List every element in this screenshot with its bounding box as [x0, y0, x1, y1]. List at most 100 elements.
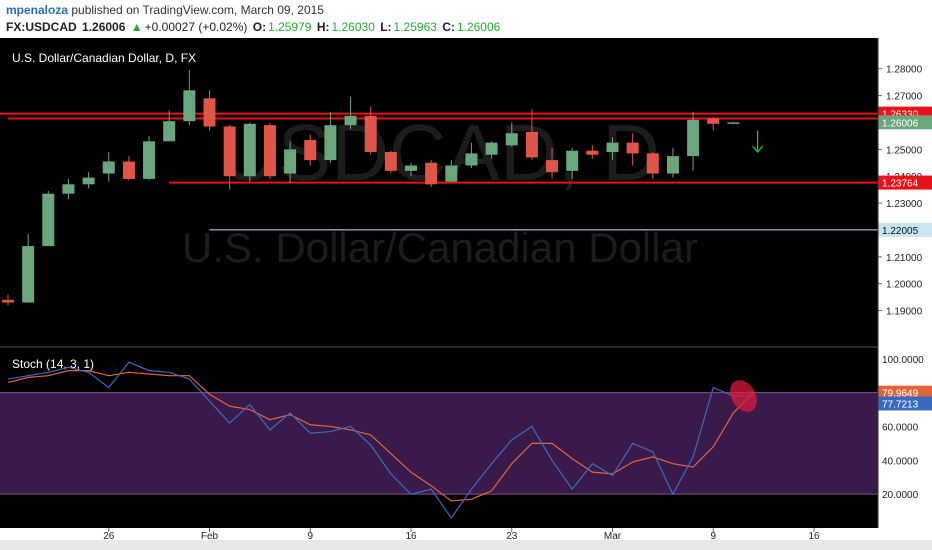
line-price-label: 1.26330 [882, 110, 919, 121]
candle-body-down [586, 150, 599, 155]
line-price-label-bg [878, 222, 932, 237]
candle-body-up [22, 246, 35, 303]
candle-body-up [566, 150, 579, 171]
price-tick-label: 1.20000 [886, 280, 923, 291]
candle-body-down [122, 161, 135, 179]
time-tick-label: 23 [506, 531, 518, 540]
candlesticks [2, 70, 740, 306]
stoch-tick-label: 40.0000 [882, 456, 919, 467]
time-tick-label: 16 [808, 531, 820, 540]
time-axis: 26 Feb 9 16 23 Mar 9 16 [0, 528, 932, 540]
candle-body-up [485, 142, 498, 155]
candle-body-up [163, 121, 176, 142]
price-tick-label: 1.25000 [886, 145, 923, 156]
author-link[interactable]: mpenaloza [6, 3, 69, 17]
candle-body-down [203, 98, 216, 127]
arrow-head [752, 145, 764, 153]
chart-header: mpenaloza published on TradingView.com, … [0, 0, 932, 38]
candle-body-down [626, 142, 639, 154]
price-tick-label: 1.19000 [886, 307, 923, 318]
candle-body-down [223, 126, 236, 177]
candle-body-up [727, 122, 740, 124]
stoch-d-line [7, 370, 754, 502]
candle-body-up [344, 115, 357, 126]
annotation-arrow [752, 130, 764, 153]
candle-body-up [405, 165, 417, 171]
stoch-tick-label: 60.0000 [882, 422, 919, 433]
high-label: H: [316, 20, 330, 34]
price-tick-label: 1.28000 [886, 65, 923, 76]
candle-body-down [384, 152, 397, 171]
up-arrow-icon: ▲ [130, 20, 143, 34]
line-price-label: 1.23764 [882, 179, 919, 190]
candle-body-up [465, 153, 478, 166]
stoch-tick-label: 20.0000 [882, 490, 919, 501]
candle-body-up [666, 156, 679, 174]
price-tick-label: 1.27000 [886, 92, 923, 103]
time-tick-label: 16 [405, 531, 417, 540]
candle-body-up [606, 142, 619, 153]
time-tick-label: 26 [103, 531, 115, 540]
candle-body-up [82, 177, 95, 185]
stoch-k-value: 77.7213 [882, 399, 919, 410]
candle-body-down [263, 125, 276, 177]
time-tick-label: 9 [710, 531, 716, 540]
candle-body-down [425, 162, 438, 185]
time-tick-label: Mar [604, 531, 622, 540]
candle-body-up [143, 141, 156, 179]
last-price-label: 1.26006 [882, 118, 919, 129]
close-label: C: [442, 20, 455, 34]
symbol-label[interactable]: FX:USDCAD [6, 20, 77, 34]
time-tick-label: 9 [307, 531, 313, 540]
published-text: published on TradingView.com, March 09, … [71, 3, 324, 17]
publication-line: mpenaloza published on TradingView.com, … [6, 3, 324, 17]
candle-body-down [304, 139, 317, 161]
last-price: 1.26006 [82, 20, 126, 34]
candle-body-up [284, 149, 297, 174]
candle-body-up [687, 119, 700, 157]
low-label: L: [380, 20, 392, 34]
stoch-k-line [7, 361, 754, 519]
open-label: O: [252, 20, 267, 34]
price-chart[interactable]: USDCAD, D U.S. Dollar/Canadian Dollar U.… [0, 38, 932, 540]
watermark-name: U.S. Dollar/Canadian Dollar [182, 224, 698, 271]
quote-line: FX:USDCAD 1.26006 ▲ +0.00027 (+0.02%) O: 1… [6, 20, 502, 34]
horizontal-lines: 1.26330 1.23764 1.22005 1.26006 [0, 106, 932, 237]
candle-body-up [324, 125, 337, 161]
candle-body-down [546, 160, 559, 173]
last-price-label-bg [878, 115, 932, 130]
time-axis-bg [0, 528, 932, 540]
candle-body-up [42, 193, 55, 247]
close-value: 1.26006 [456, 20, 501, 34]
stoch-d-value: 79.9649 [882, 389, 919, 400]
candle-body-up [505, 133, 518, 146]
chart-title: U.S. Dollar/Canadian Dollar, D, FX [12, 51, 196, 65]
price-tick-label: 1.21000 [886, 253, 923, 264]
candle-body-down [646, 153, 659, 174]
stochastic-pane: 100.000080.000060.000040.000020.000079.9… [0, 355, 932, 519]
low-value: 1.25963 [393, 20, 437, 34]
stoch-band [0, 392, 878, 495]
candle-body-down [364, 115, 377, 153]
line-price-label: 1.22005 [882, 226, 919, 237]
open-value: 1.25979 [268, 20, 312, 34]
indicator-title: Stoch (14, 3, 1) [12, 357, 94, 371]
high-value: 1.26030 [331, 20, 375, 34]
candle-body-up [62, 184, 75, 194]
candle-body-up [183, 90, 196, 122]
price-change: +0.00027 (+0.02%) [144, 20, 248, 34]
candle-body-up [445, 165, 458, 182]
line-price-label-bg [878, 175, 932, 190]
candle-body-down [707, 118, 720, 124]
stoch-k-value-bg [878, 396, 932, 411]
candle-body-up [102, 161, 115, 174]
candle-body-down [2, 299, 14, 303]
crossover-highlight [730, 380, 757, 412]
chart-footer [0, 540, 932, 550]
candle-body-up [243, 123, 256, 177]
time-tick-label: Feb [201, 531, 219, 540]
price-tick-label: 1.23000 [886, 199, 923, 210]
candle-body-down [525, 131, 538, 158]
stoch-d-value-bg [878, 385, 932, 400]
stoch-tick-label: 100.0000 [882, 355, 924, 366]
